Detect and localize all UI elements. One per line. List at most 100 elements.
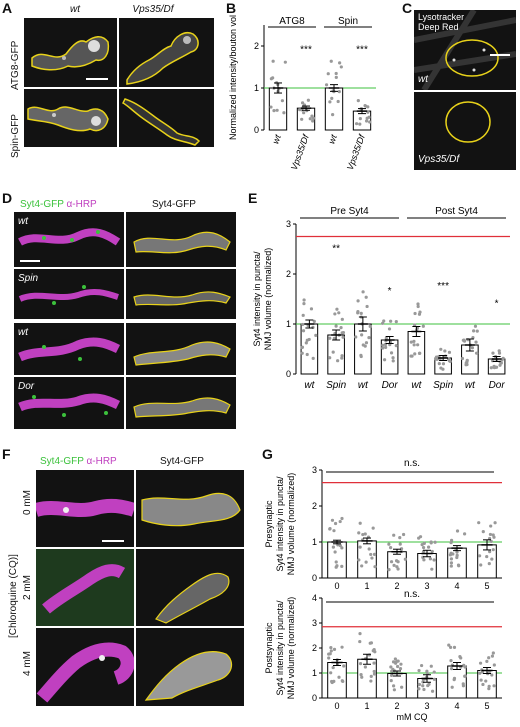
data-point bbox=[358, 639, 362, 644]
data-point bbox=[358, 117, 362, 121]
panel-letter-g: G bbox=[262, 446, 273, 462]
data-point bbox=[394, 559, 399, 563]
data-point bbox=[389, 679, 393, 683]
data-point bbox=[409, 354, 413, 358]
micrograph-d-merge-spin-image bbox=[18, 285, 119, 305]
data-point bbox=[340, 317, 344, 321]
data-point bbox=[394, 344, 398, 348]
data-point bbox=[333, 521, 338, 526]
data-point bbox=[365, 304, 369, 309]
data-point bbox=[384, 336, 388, 340]
significance-label: ** bbox=[332, 244, 340, 255]
data-point bbox=[493, 521, 497, 525]
data-point bbox=[324, 83, 329, 87]
data-point bbox=[422, 558, 426, 562]
data-point bbox=[381, 343, 385, 347]
data-point bbox=[416, 304, 420, 309]
data-point bbox=[340, 645, 344, 649]
panel-d-header-gfp: Syt4-GFP bbox=[20, 199, 64, 210]
data-point bbox=[475, 329, 479, 333]
data-point bbox=[449, 659, 453, 663]
data-point bbox=[334, 71, 338, 76]
data-point bbox=[479, 678, 483, 682]
y-axis-label-line3: NMJ volume (normalized) bbox=[286, 473, 296, 576]
data-point bbox=[272, 109, 276, 113]
data-point bbox=[487, 562, 491, 566]
data-point bbox=[302, 302, 306, 306]
data-point bbox=[421, 684, 425, 688]
data-point bbox=[489, 366, 493, 370]
data-point bbox=[428, 557, 433, 561]
data-point bbox=[432, 558, 436, 562]
data-point bbox=[358, 122, 362, 126]
data-point bbox=[370, 556, 374, 560]
data-point bbox=[369, 679, 373, 683]
data-point bbox=[282, 111, 286, 115]
data-point bbox=[430, 567, 434, 571]
x-tick-label: 2 bbox=[394, 701, 399, 711]
data-point bbox=[329, 59, 333, 63]
micrograph-f-syt4-2 bbox=[136, 549, 244, 626]
data-point bbox=[331, 545, 335, 549]
data-point bbox=[394, 660, 398, 665]
data-point bbox=[341, 335, 345, 339]
data-point bbox=[364, 295, 368, 299]
data-point bbox=[334, 324, 338, 328]
data-point bbox=[302, 111, 306, 115]
data-point bbox=[491, 548, 495, 552]
data-point bbox=[418, 310, 422, 314]
data-point bbox=[455, 529, 460, 533]
y-tick-label: 0 bbox=[312, 573, 317, 583]
data-point bbox=[357, 531, 361, 535]
micrograph-a-vps35-spin-image bbox=[121, 98, 201, 146]
data-point bbox=[358, 545, 362, 549]
significance-label: *** bbox=[437, 281, 449, 292]
micrograph-c-wt-image bbox=[414, 10, 516, 90]
micrograph-a-wt-spin bbox=[24, 89, 117, 147]
data-point bbox=[372, 648, 376, 652]
data-point bbox=[488, 550, 492, 554]
panel-c-label-wt: wt bbox=[418, 74, 428, 85]
y-tick-label: 2 bbox=[312, 643, 317, 653]
data-point bbox=[358, 662, 363, 666]
data-point bbox=[412, 343, 416, 347]
data-point bbox=[399, 547, 404, 551]
data-point bbox=[330, 518, 335, 522]
data-point bbox=[416, 343, 420, 347]
y-tick-label: 2 bbox=[254, 41, 259, 51]
data-point bbox=[330, 679, 334, 684]
micrograph-f-syt4-0-image bbox=[141, 492, 241, 527]
data-point bbox=[328, 336, 332, 340]
y-tick-label: 3 bbox=[312, 618, 317, 628]
data-point bbox=[413, 352, 417, 356]
y-axis-label-line1: Syt4 intensity in puncta/ bbox=[252, 251, 262, 347]
x-tick-label: Vps35/Df bbox=[289, 132, 312, 172]
data-point bbox=[443, 354, 448, 358]
data-point bbox=[471, 336, 475, 340]
data-point bbox=[448, 553, 452, 557]
data-point bbox=[484, 679, 488, 683]
data-point bbox=[449, 666, 454, 671]
data-point bbox=[492, 684, 496, 688]
micrograph-a-vps35-atg8-image bbox=[126, 32, 199, 85]
y-tick-label: 2 bbox=[312, 501, 317, 511]
data-point bbox=[449, 540, 453, 545]
y-tick-label: 1 bbox=[312, 537, 317, 547]
data-point bbox=[494, 365, 499, 369]
data-point bbox=[394, 319, 398, 324]
data-point bbox=[449, 557, 454, 561]
data-point bbox=[340, 564, 344, 568]
data-point bbox=[470, 346, 475, 350]
data-point bbox=[314, 333, 318, 337]
micrograph-d-merge-wt1-image bbox=[18, 228, 121, 246]
micrograph-d-syt4-wt1 bbox=[126, 212, 236, 267]
data-point bbox=[421, 545, 426, 550]
y-tick-label: 4 bbox=[312, 593, 317, 603]
panel-f-header-left: Syt4-GFP α-HRP bbox=[40, 456, 117, 467]
data-point bbox=[311, 325, 315, 330]
x-tick-label: wt bbox=[358, 380, 369, 391]
data-point bbox=[333, 550, 337, 554]
panel-letter-e: E bbox=[248, 190, 258, 206]
data-point bbox=[462, 663, 466, 667]
